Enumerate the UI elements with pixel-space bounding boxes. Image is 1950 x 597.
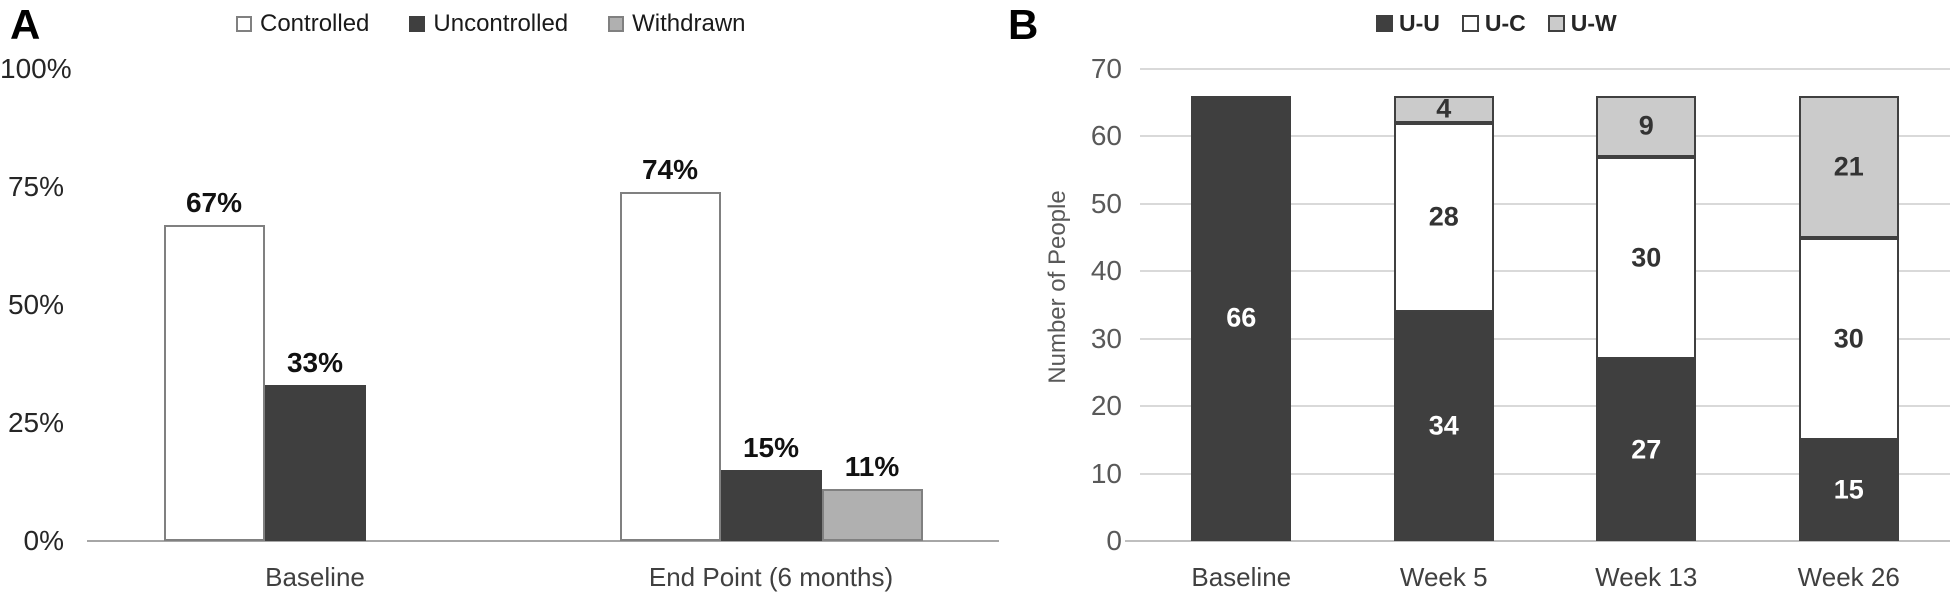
legend-swatch-uncontrolled — [409, 16, 426, 32]
legend-item-u-u: U-U — [1376, 10, 1440, 37]
bar-b-u-w-1 — [1393, 95, 1494, 123]
bar-b-u-c-2 — [1596, 156, 1697, 359]
value-label-b: 21 — [1833, 151, 1864, 182]
value-label-a: 15% — [742, 432, 800, 464]
panel-a-label: A — [10, 1, 41, 48]
bar-a-uncontrolled-0 — [264, 385, 366, 541]
panel-b-gridline — [1140, 135, 1950, 138]
panel-a-y-tick-label: 75% — [7, 171, 64, 202]
panel-b-category-label: Week 5 — [1399, 562, 1488, 592]
panel-b-x-axis-line — [1125, 540, 1950, 542]
bar-a-controlled-1 — [619, 191, 721, 541]
bar-b-u-u-2 — [1596, 358, 1697, 541]
legend-label-withdrawn: Withdrawn — [632, 10, 746, 37]
panel-b-label: B — [1008, 1, 1039, 48]
bar-b-u-c-1 — [1393, 122, 1494, 312]
value-label-b: 30 — [1833, 323, 1864, 354]
value-label-b: 34 — [1428, 410, 1459, 441]
legend-item-withdrawn: Withdrawn — [608, 10, 746, 38]
panel-a-category-label: End Point (6 months) — [648, 562, 894, 592]
value-label-b: 27 — [1631, 434, 1662, 465]
bar-b-u-w-3 — [1798, 95, 1899, 238]
value-label-a: 11% — [844, 451, 900, 483]
panel-a-legend: Controlled Uncontrolled Withdrawn — [236, 10, 746, 38]
value-label-b: 4 — [1436, 93, 1452, 124]
panel-b-y-tick-label: 0 — [1106, 525, 1122, 556]
bar-b-u-u-1 — [1393, 311, 1494, 541]
panel-b-gridline — [1140, 472, 1950, 475]
legend-label-u-c: U-C — [1484, 10, 1526, 36]
value-label-b: 9 — [1638, 110, 1654, 141]
legend-label-u-u: U-U — [1399, 10, 1440, 36]
panel-b-gridline — [1140, 270, 1950, 273]
panel-a-y-tick-label: 0% — [23, 525, 64, 556]
bar-b-u-c-3 — [1798, 237, 1899, 440]
bar-b-u-u-3 — [1798, 439, 1899, 541]
bar-b-u-u-0 — [1191, 95, 1292, 541]
value-label-b: 30 — [1631, 242, 1662, 273]
legend-label-u-w: U-W — [1570, 10, 1617, 36]
panel-b-category-label: Baseline — [1191, 562, 1292, 592]
legend-item-u-c: U-C — [1461, 10, 1526, 37]
panel-b-y-tick-label: 70 — [1090, 53, 1122, 84]
panel-b-y-axis-title: Number of People — [1044, 190, 1071, 384]
panel-a-category-label: Baseline — [265, 562, 365, 592]
panel-b-gridline — [1140, 202, 1950, 205]
panel-b-category-label: Week 13 — [1595, 562, 1698, 592]
value-label-b: 28 — [1428, 201, 1459, 232]
panel-b-gridline — [1140, 405, 1950, 408]
bar-b-u-w-2 — [1596, 95, 1697, 157]
panel-b-category-label: Week 26 — [1797, 562, 1900, 592]
panel-a-y-tick-label: 100% — [0, 53, 72, 84]
panel-b-y-tick-label: 10 — [1090, 457, 1122, 489]
panel-b-gridline — [1140, 68, 1950, 70]
bar-a-controlled-0 — [163, 224, 265, 541]
panel-a-x-axis-line — [87, 540, 999, 542]
legend-item-u-w: U-W — [1547, 10, 1617, 37]
legend-swatch-u-u — [1376, 15, 1393, 32]
panel-b-gridline — [1140, 337, 1950, 340]
legend-swatch-controlled — [236, 16, 252, 32]
panel-b-y-tick-label: 40 — [1090, 255, 1122, 287]
bar-a-uncontrolled-1 — [720, 470, 822, 541]
bar-a-withdrawn-1 — [821, 489, 923, 541]
legend-item-uncontrolled: Uncontrolled — [409, 10, 568, 38]
legend-item-controlled: Controlled — [236, 10, 369, 38]
value-label-a: 67% — [185, 186, 243, 218]
value-label-a: 74% — [641, 153, 699, 185]
legend-swatch-u-c — [1461, 15, 1479, 32]
value-label-a: 33% — [286, 347, 344, 379]
panel-b-y-tick-label: 30 — [1090, 322, 1122, 354]
legend-swatch-withdrawn — [608, 16, 625, 32]
panel-a-y-tick-label: 25% — [7, 407, 64, 438]
value-label-b: 66 — [1226, 302, 1257, 333]
legend-label-controlled: Controlled — [260, 10, 370, 37]
panel-a-y-tick-label: 50% — [7, 289, 64, 320]
panel-b-legend: U-U U-C U-W — [1376, 10, 1617, 37]
legend-swatch-u-w — [1547, 15, 1565, 32]
legend-label-uncontrolled: Uncontrolled — [433, 10, 569, 37]
panel-b-y-tick-label: 50 — [1090, 187, 1122, 219]
panel-b-y-tick-label: 60 — [1090, 120, 1122, 152]
panel-b-y-tick-label: 20 — [1090, 390, 1122, 422]
value-label-b: 15 — [1833, 474, 1864, 505]
